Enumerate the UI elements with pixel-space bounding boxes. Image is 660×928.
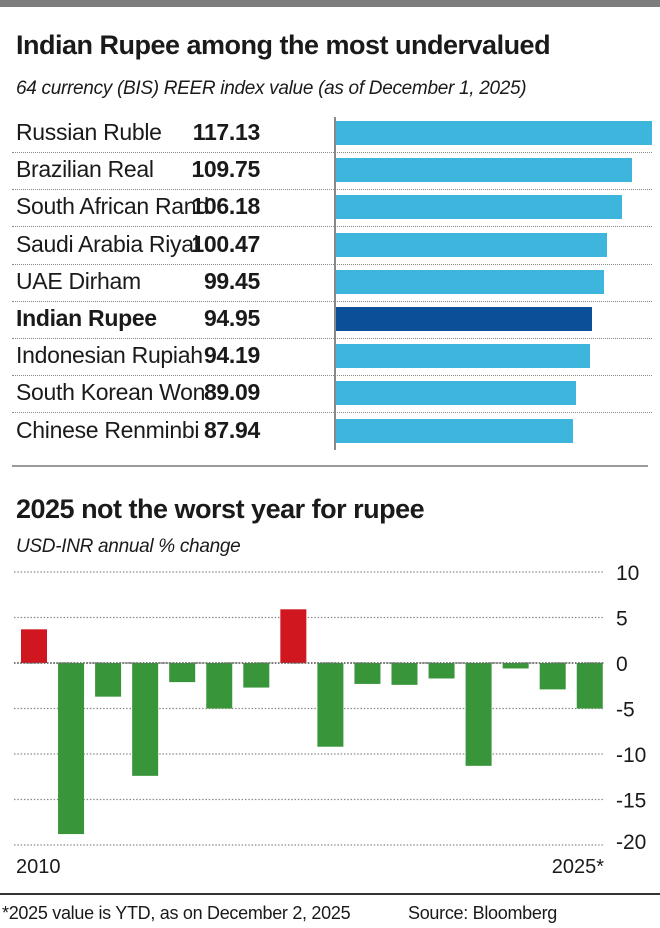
reer-bar: [335, 232, 607, 257]
reer-value-label: 100.47: [191, 230, 260, 257]
reer-axis-line: [334, 117, 336, 450]
row-divider: [12, 226, 652, 228]
source-credit: Source: Bloomberg: [408, 903, 557, 923]
row-divider: [12, 189, 652, 191]
reer-bar: [335, 381, 577, 406]
bar-2010: [21, 629, 47, 663]
bar-2017: [280, 609, 307, 663]
reer-row: Chinese Renminbi 87.94: [12, 413, 652, 450]
bar-2020: [391, 663, 418, 685]
footer-divider: [0, 893, 660, 895]
bar-2014: [169, 663, 196, 683]
y-tick-label: 0: [616, 653, 628, 676]
reer-row: South African Rand 106.18: [12, 189, 652, 228]
currency-name: Saudi Arabia Riyal: [16, 230, 199, 257]
bar-2019: [354, 663, 381, 684]
bar-2024: [539, 663, 566, 690]
reer-value-label: 99.45: [203, 267, 260, 294]
bar-2025: [576, 663, 603, 709]
currency-name: South Korean Won: [16, 379, 206, 406]
y-tick-label: -20: [616, 831, 646, 854]
footnote: *2025 value is YTD, as on December 2, 20…: [2, 903, 351, 923]
bar-2012: [95, 663, 122, 697]
usdinr-bar-chart: 10 5 0 -5 -10 -15 -20 2010 2025*: [14, 562, 646, 878]
reer-row: South Korean Won 89.09: [12, 375, 652, 414]
row-divider: [12, 300, 652, 302]
currency-name: Brazilian Real: [16, 156, 154, 183]
y-tick-label: -5: [616, 699, 635, 722]
chart1-title: Indian Rupee among the most undervalued: [16, 30, 551, 60]
reer-row: Indian Rupee 94.95: [12, 301, 652, 339]
reer-value-label: 106.18: [191, 193, 260, 220]
reer-value-label: 87.94: [203, 416, 260, 443]
reer-row: Brazilian Real 109.75: [12, 152, 652, 191]
currency-name: Indonesian Rupiah: [16, 342, 203, 369]
row-divider: [12, 152, 652, 153]
reer-bar: [335, 121, 652, 145]
y-tick-label: 10: [616, 562, 639, 585]
y-tick-label: -10: [616, 744, 646, 767]
reer-value-label: 109.75: [191, 156, 260, 183]
row-divider: [12, 375, 652, 377]
currency-name: South African Rand: [16, 193, 209, 220]
currency-name: Chinese Renminbi: [16, 416, 200, 443]
row-divider: [12, 338, 652, 339]
chart2-title: 2025 not the worst year for rupee: [16, 494, 425, 524]
chart2-subtitle: USD-INR annual % change: [16, 536, 241, 557]
x-tick-label: 2025*: [552, 856, 604, 878]
bar-2016: [243, 663, 270, 688]
top-rule: [0, 0, 660, 7]
reer-bar: [335, 418, 573, 443]
reer-bar-highlight: [335, 307, 592, 331]
reer-value-label: 89.09: [203, 379, 260, 406]
reer-row: Russian Ruble 117.13: [12, 115, 652, 153]
reer-value-label: 117.13: [192, 119, 261, 145]
bar-2021: [428, 663, 455, 679]
section-divider: [12, 465, 648, 467]
bar-2022: [465, 663, 492, 766]
reer-row: Indonesian Rupiah 94.19: [12, 338, 652, 377]
reer-bar: [335, 158, 633, 183]
reer-value-label: 94.95: [203, 305, 260, 331]
y-tick-label: -15: [616, 790, 646, 813]
bar-2013: [132, 663, 159, 776]
bar-2023: [502, 663, 529, 669]
currency-name: Indian Rupee: [16, 305, 157, 331]
y-tick-label: 5: [616, 608, 628, 631]
reer-row: Saudi Arabia Riyal 100.47: [12, 227, 652, 265]
reer-row: UAE Dirham 99.45: [12, 264, 652, 302]
row-divider: [12, 263, 652, 265]
bar-2011: [58, 663, 85, 835]
reer-bar: [335, 344, 590, 369]
currency-name: Russian Ruble: [16, 119, 162, 145]
reer-bar: [335, 195, 623, 220]
currency-name: UAE Dirham: [16, 267, 141, 294]
row-divider: [12, 412, 652, 414]
chart1-subtitle: 64 currency (BIS) REER index value (as o…: [16, 78, 527, 99]
bar-2018: [317, 663, 344, 747]
reer-bar: [335, 269, 605, 294]
x-tick-label: 2010: [16, 856, 61, 878]
bar-2015: [206, 663, 233, 709]
reer-value-label: 94.19: [203, 342, 260, 369]
